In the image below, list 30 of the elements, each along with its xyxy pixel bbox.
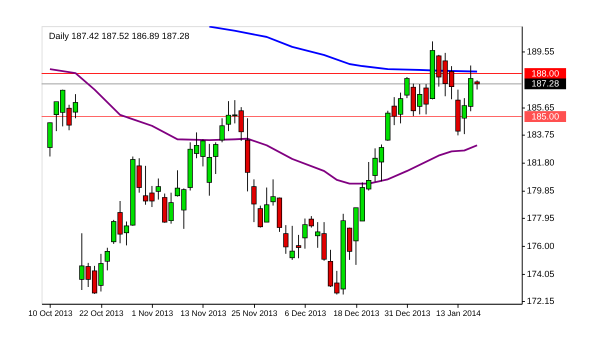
- candlestick: [251, 178, 257, 223]
- y-tick-label: 172.15: [526, 296, 554, 306]
- chart-title: Daily 187.42 187.52 186.89 187.28: [48, 30, 190, 41]
- y-tick-label: 177.95: [526, 212, 554, 223]
- y-tick-label: 185.65: [526, 102, 554, 112]
- candlestick: [104, 247, 110, 271]
- y-tick-label: 176.00: [526, 240, 554, 251]
- ref-line-label: 187.28: [531, 78, 560, 89]
- candlestick: [290, 225, 295, 260]
- x-tick-label: 13 Nov 2013: [180, 308, 227, 318]
- candlestick: [296, 234, 302, 259]
- x-tick-label: 18 Dec 2013: [333, 308, 380, 318]
- x-tick-label: 25 Nov 2013: [231, 308, 278, 318]
- x-tick-label: 22 Oct 2013: [79, 308, 124, 318]
- x-tick-label: 10 Oct 2013: [28, 308, 74, 318]
- y-tick-label: 181.80: [526, 158, 554, 168]
- candlestick: [213, 142, 218, 174]
- y-tick-label: 174.05: [526, 268, 554, 279]
- x-tick-label: 6 Dec 2013: [284, 308, 327, 318]
- candlestick: [283, 224, 288, 254]
- x-tick-label: 13 Jan 2014: [436, 308, 482, 318]
- ref-line-label: 185.00: [531, 111, 560, 122]
- y-tick-label: 179.85: [526, 186, 554, 196]
- candlestick: [156, 178, 161, 200]
- candlestick: [219, 118, 225, 143]
- ref-line-label: 188.00: [531, 68, 560, 78]
- y-tick-label: 183.75: [526, 130, 554, 140]
- y-tick-label: 189.55: [526, 46, 554, 56]
- x-tick-label: 1 Nov 2013: [132, 308, 174, 318]
- x-tick-label: 31 Dec 2013: [384, 308, 431, 318]
